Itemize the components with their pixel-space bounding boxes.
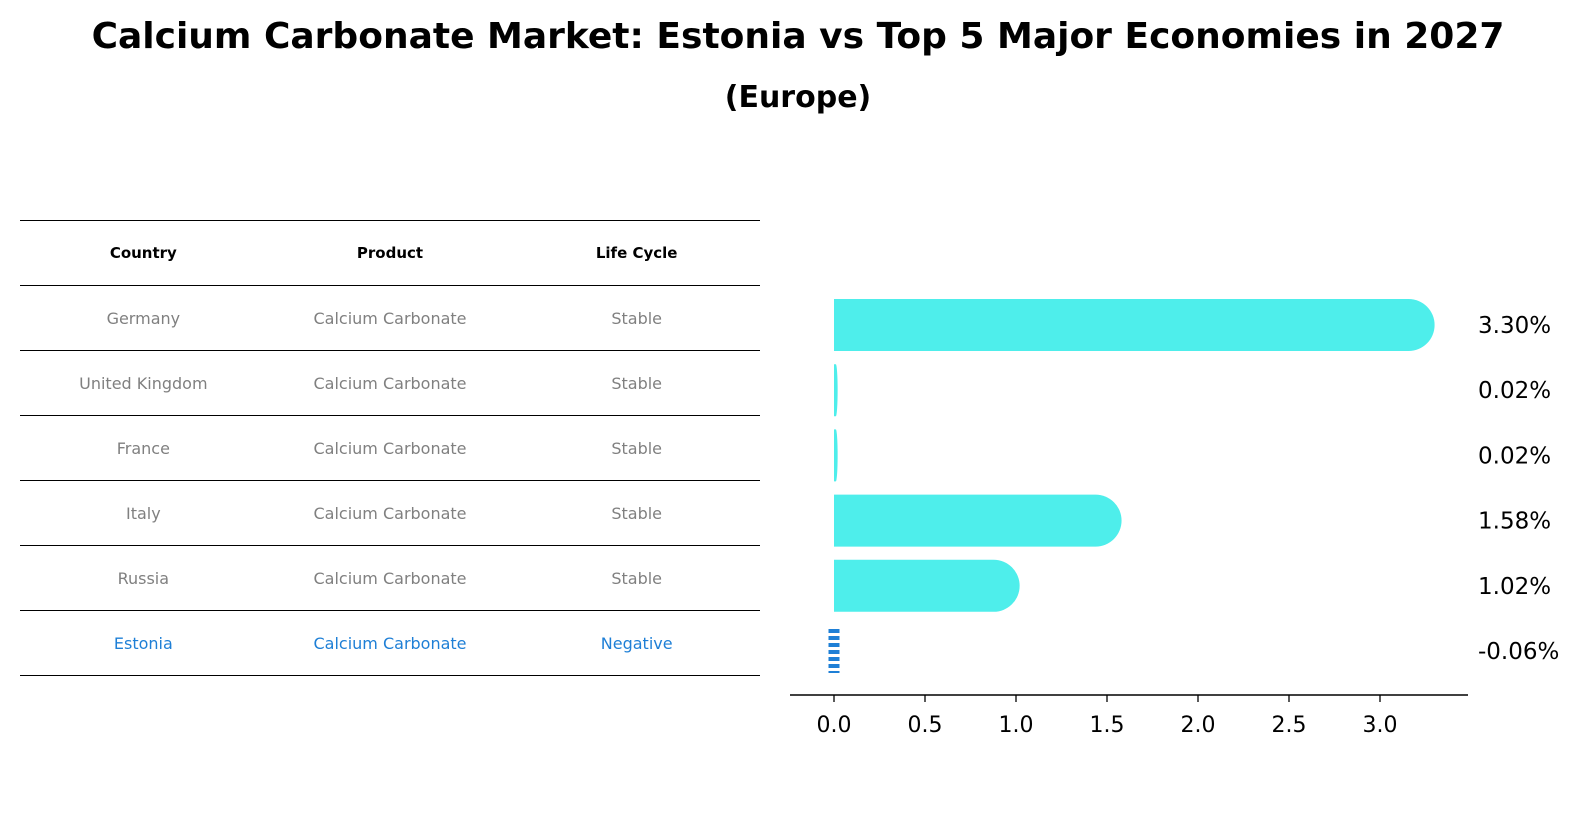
bar-russia	[834, 559, 1020, 612]
chart-subtitle: (Europe)	[724, 80, 872, 115]
bar-united-kingdom	[834, 364, 838, 417]
cell-country: Estonia	[113, 633, 173, 653]
cell-product: Calcium Carbonate	[313, 308, 467, 328]
header-country: Country	[109, 244, 177, 262]
x-tick-label: 3.0	[1363, 713, 1398, 738]
bar-germany	[834, 299, 1435, 351]
value-label: 0.02%	[1478, 443, 1551, 469]
cell-country: Russia	[117, 568, 170, 588]
data-table: Country Product Life Cycle Germany Calci…	[20, 220, 760, 676]
x-tick-label: 0.0	[817, 713, 852, 738]
x-tick-label: 2.5	[1272, 713, 1307, 738]
x-tick-label: 1.0	[999, 713, 1034, 738]
value-label: 3.30%	[1478, 313, 1551, 339]
table-row: United Kingdom Calcium Carbonate Stable	[20, 350, 760, 415]
x-tick-label: 1.5	[1090, 713, 1125, 738]
table-header-row: Country Product Life Cycle	[20, 220, 760, 285]
table-row: Italy Calcium Carbonate Stable	[20, 480, 760, 545]
value-label: 1.02%	[1478, 574, 1551, 600]
cell-country: United Kingdom	[79, 373, 208, 393]
bar-france	[834, 429, 838, 482]
table-row: Germany Calcium Carbonate Stable	[20, 285, 760, 350]
x-tick-label: 2.0	[1181, 713, 1216, 738]
cell-product: Calcium Carbonate	[313, 633, 467, 653]
cell-life-cycle: Negative	[600, 633, 673, 653]
table-row: France Calcium Carbonate Stable	[20, 415, 760, 480]
table-row-highlight: Estonia Calcium Carbonate Negative	[20, 610, 760, 676]
cell-country: Germany	[106, 308, 181, 328]
value-label: 0.02%	[1478, 378, 1551, 404]
header-life-cycle: Life Cycle	[595, 244, 678, 262]
cell-life-cycle: Stable	[611, 308, 663, 328]
cell-life-cycle: Stable	[611, 438, 663, 458]
cell-life-cycle: Stable	[611, 373, 663, 393]
cell-product: Calcium Carbonate	[313, 568, 467, 588]
x-tick-label: 0.5	[908, 713, 943, 738]
cell-life-cycle: Stable	[611, 503, 663, 523]
bar-italy	[834, 494, 1122, 547]
cell-country: Italy	[125, 503, 161, 523]
cell-country: France	[116, 438, 170, 458]
cell-life-cycle: Stable	[611, 568, 663, 588]
header-product: Product	[356, 244, 424, 262]
table-row: Russia Calcium Carbonate Stable	[20, 545, 760, 610]
cell-product: Calcium Carbonate	[313, 373, 467, 393]
value-label: -0.06%	[1478, 639, 1559, 665]
cell-product: Calcium Carbonate	[313, 438, 467, 458]
chart-title: Calcium Carbonate Market: Estonia vs Top…	[91, 16, 1505, 57]
value-label: 1.58%	[1478, 509, 1551, 535]
cell-product: Calcium Carbonate	[313, 503, 467, 523]
